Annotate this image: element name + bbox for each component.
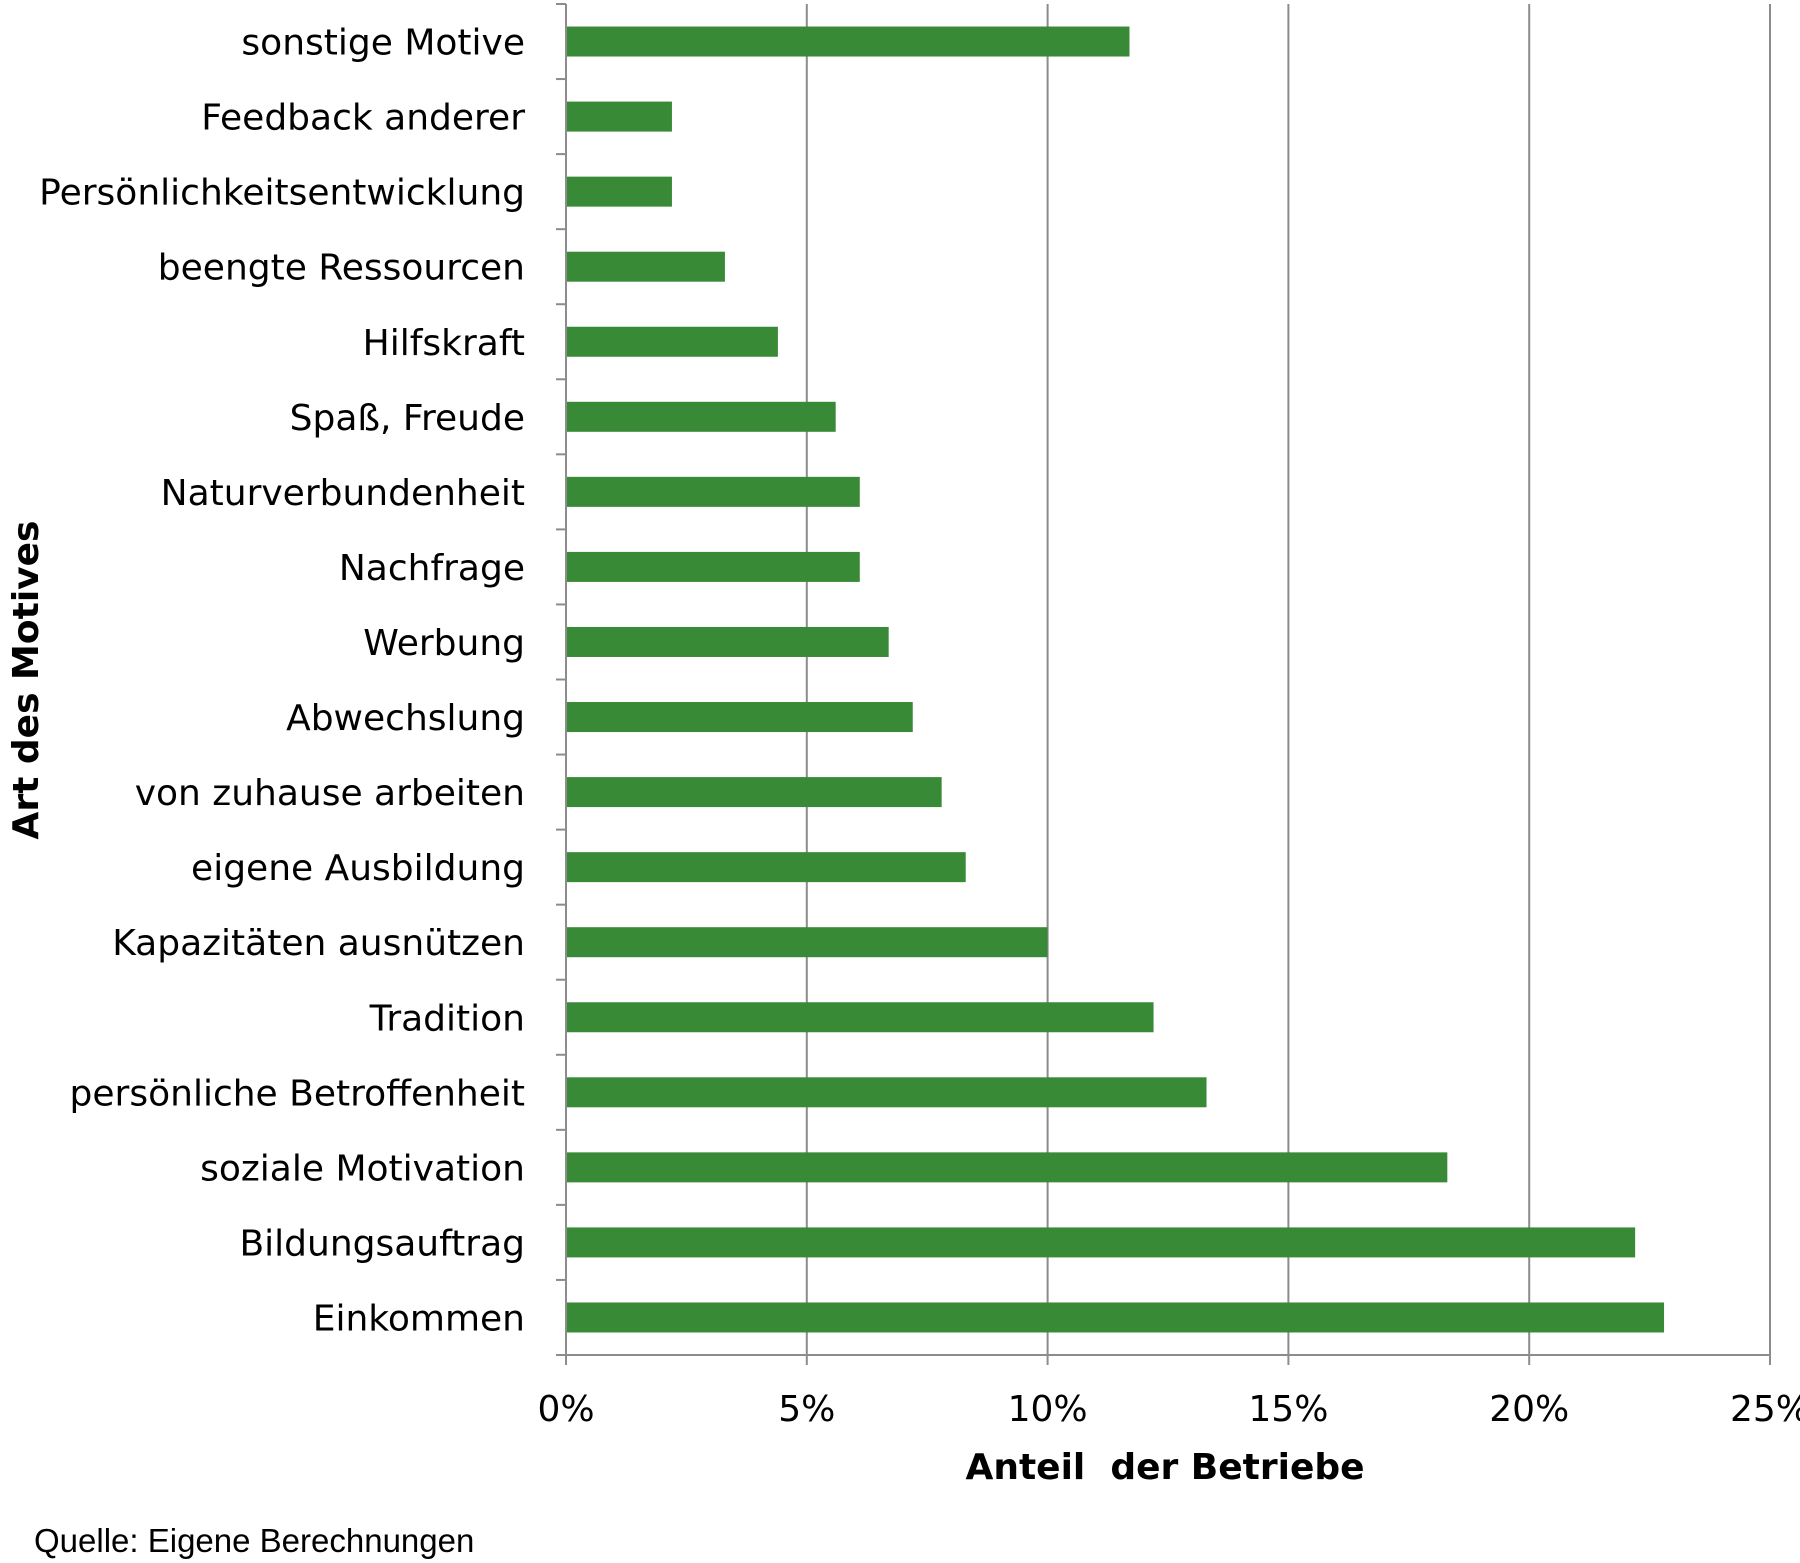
bar-2 [566, 176, 672, 207]
category-label-11: eigene Ausbildung [191, 848, 525, 889]
bars [566, 26, 1665, 1333]
bar-9 [566, 702, 913, 733]
bar-5 [566, 401, 836, 432]
category-label-0: sonstige Motive [241, 23, 525, 64]
category-label-12: Kapazitäten ausnützen [112, 923, 525, 964]
category-label-5: Spaß, Freude [290, 398, 525, 439]
bar-15 [566, 1152, 1448, 1183]
category-label-9: Abwechslung [286, 698, 525, 739]
category-label-17: Einkommen [313, 1298, 525, 1339]
category-labels: sonstige Motive Feedback anderer Persönlic… [39, 23, 525, 1340]
category-label-2: Persönlichkeitsentwicklung [39, 173, 525, 214]
x-tick-label-3: 15% [1248, 1389, 1328, 1430]
category-label-14: persönliche Betroffenheit [70, 1073, 525, 1114]
category-label-7: Nachfrage [339, 548, 525, 589]
bar-6 [566, 476, 860, 507]
bar-14 [566, 1077, 1207, 1108]
category-label-15: soziale Motivation [200, 1148, 525, 1189]
y-axis-title: Art des Motives [6, 521, 47, 840]
category-label-16: Bildungsauftrag [239, 1223, 525, 1264]
bar-11 [566, 852, 966, 883]
bar-16 [566, 1227, 1636, 1258]
axes [556, 3, 1771, 1365]
category-label-6: Naturverbundenheit [161, 473, 525, 514]
bar-12 [566, 927, 1048, 958]
category-label-13: Tradition [369, 998, 525, 1039]
category-label-3: beengte Ressourcen [158, 248, 525, 289]
x-tick-label-4: 20% [1489, 1389, 1569, 1430]
bar-17 [566, 1302, 1665, 1333]
bar-13 [566, 1002, 1154, 1033]
x-tick-label-1: 5% [778, 1389, 835, 1430]
category-label-1: Feedback anderer [201, 98, 525, 139]
x-tick-label-5: 25% [1730, 1389, 1800, 1430]
bar-7 [566, 551, 860, 582]
bar-1 [566, 101, 672, 132]
x-tick-label-2: 10% [1008, 1389, 1088, 1430]
bar-8 [566, 626, 889, 657]
category-label-10: von zuhause arbeiten [135, 773, 525, 814]
grid-lines [805, 4, 1771, 1355]
category-label-8: Werbung [363, 623, 525, 664]
x-tick-labels: 0% 5% 10% 15% 20% 25% [537, 1389, 1800, 1430]
x-axis-title: Anteil der Betriebe [965, 1447, 1364, 1488]
source-note: Quelle: Eigene Berechnungen [34, 1522, 474, 1559]
category-label-4: Hilfskraft [363, 323, 525, 364]
bar-10 [566, 777, 942, 808]
bar-4 [566, 326, 778, 357]
bar-0 [566, 26, 1130, 57]
x-tick-label-0: 0% [537, 1389, 594, 1430]
bar-3 [566, 251, 725, 282]
